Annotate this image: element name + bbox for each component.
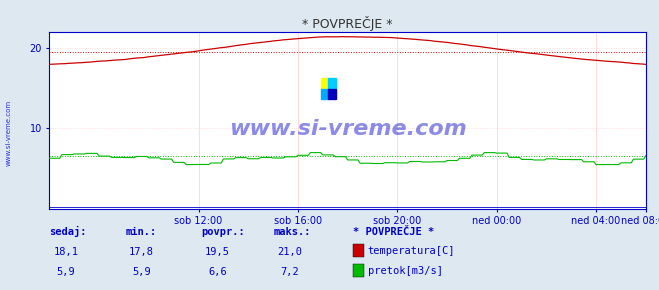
Text: 21,0: 21,0 (277, 247, 302, 257)
Bar (321, 88, 328, 99)
Text: 18,1: 18,1 (53, 247, 78, 257)
Text: sedaj:: sedaj: (49, 226, 87, 237)
Text: min.:: min.: (125, 227, 156, 237)
Text: 19,5: 19,5 (205, 247, 230, 257)
Bar (321, 78, 328, 88)
Text: povpr.:: povpr.: (201, 227, 244, 237)
Text: * POVPREČJE *: * POVPREČJE * (353, 227, 434, 237)
Text: temperatura[C]: temperatura[C] (368, 246, 455, 256)
Bar (328, 78, 335, 88)
Text: pretok[m3/s]: pretok[m3/s] (368, 266, 443, 276)
Text: www.si-vreme.com: www.si-vreme.com (229, 119, 467, 139)
Text: maks.:: maks.: (273, 227, 311, 237)
Text: 5,9: 5,9 (57, 267, 75, 278)
Bar (328, 88, 335, 99)
Text: www.si-vreme.com: www.si-vreme.com (5, 100, 11, 166)
Title: * POVPREČJE *: * POVPREČJE * (302, 16, 393, 31)
Text: 7,2: 7,2 (281, 267, 299, 278)
Text: 17,8: 17,8 (129, 247, 154, 257)
Text: 5,9: 5,9 (132, 267, 151, 278)
Text: 6,6: 6,6 (208, 267, 227, 278)
